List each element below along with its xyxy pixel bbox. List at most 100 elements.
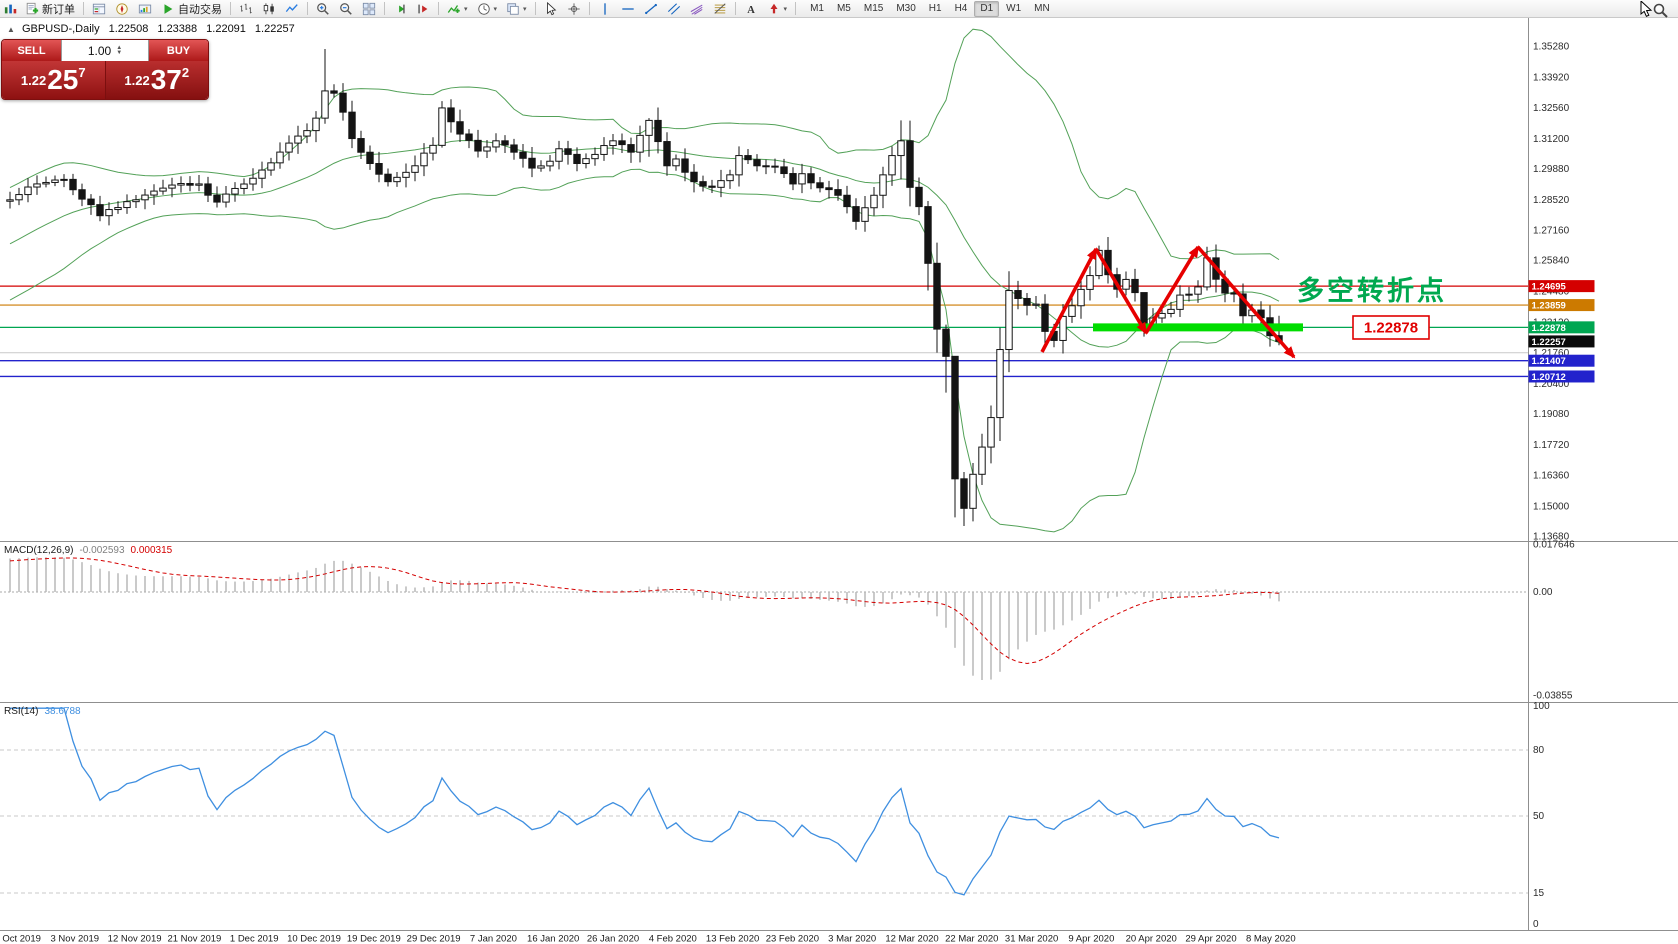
sell-button[interactable]: SELL xyxy=(2,40,61,61)
date-label: 21 Nov 2019 xyxy=(167,934,221,944)
price-tick-label: 1.27160 xyxy=(1533,226,1570,237)
chart-title: GBPUSD-,Daily 1.22508 1.23388 1.22091 1.… xyxy=(22,23,295,35)
new-order-button[interactable]: 新订单 xyxy=(21,1,79,17)
price-scale[interactable]: 1.35280 1.33920 1.32560 1.31200 1.29880 1.285… xyxy=(1528,42,1595,931)
ohlc-high: 1.23388 xyxy=(157,23,198,35)
lot-value: 1.00 xyxy=(87,43,112,58)
price-tick-label: 1.35280 xyxy=(1533,42,1570,53)
timeframe-m1[interactable]: M1 xyxy=(804,1,830,17)
zoom-out-button[interactable] xyxy=(335,1,357,17)
time-axis[interactable]: 24 Oct 2019 3 Nov 2019 12 Nov 2019 21 Nov 2… xyxy=(0,934,1296,944)
fibonacci-icon xyxy=(714,2,726,14)
price-tick-label: 1.25840 xyxy=(1533,256,1570,267)
equidistant-channel-button[interactable] xyxy=(663,1,685,17)
main-chart-panel[interactable]: 1.22878 多空转折点 xyxy=(0,28,1528,533)
price-tick-label: 1.13680 xyxy=(1533,531,1570,542)
lot-spinner[interactable]: ▲ ▼ xyxy=(116,44,123,56)
price-scale-tag-text: 1.23859 xyxy=(1532,301,1566,312)
buy-price[interactable]: 1.22 37 2 xyxy=(105,61,208,99)
vertical-line-button[interactable] xyxy=(594,1,616,17)
autotrading-button[interactable]: 自动交易 xyxy=(157,1,226,17)
rsi-panel[interactable] xyxy=(0,707,1528,896)
rsi-scale-label: 15 xyxy=(1533,888,1545,899)
date-label: 8 May 2020 xyxy=(1246,934,1296,944)
andrews-pitchfork-button[interactable] xyxy=(686,1,708,17)
terminal-button[interactable] xyxy=(134,1,156,17)
candles xyxy=(6,48,1283,527)
trend-arrows[interactable] xyxy=(1040,245,1296,359)
rsi-line xyxy=(10,707,1280,896)
sell-price[interactable]: 1.22 25 7 xyxy=(2,61,106,99)
macd-scale-label: 0.00 xyxy=(1533,587,1553,598)
price-callout-box[interactable] xyxy=(1352,315,1430,340)
auto-scroll-icon xyxy=(399,4,405,13)
timeframe-h4[interactable]: H4 xyxy=(949,1,974,17)
toolbar-separator xyxy=(534,2,536,15)
date-label: 20 Apr 2020 xyxy=(1126,934,1177,944)
lot-down-icon[interactable]: ▼ xyxy=(116,49,123,56)
price-tick-label: 1.29880 xyxy=(1533,164,1570,175)
date-label: 22 Mar 2020 xyxy=(945,934,998,944)
dropdown-caret-icon: ▾ xyxy=(783,5,788,13)
periods-button[interactable]: ▾ xyxy=(473,1,502,17)
rsi-scale-label: 50 xyxy=(1533,811,1545,822)
price-scale-tag-text: 1.24695 xyxy=(1532,282,1567,293)
indicators-button[interactable]: ▾ xyxy=(443,1,472,17)
timeframe-w1[interactable]: W1 xyxy=(1000,1,1027,17)
sell-price-point: 7 xyxy=(78,65,86,80)
horizontal-line-button[interactable] xyxy=(617,1,639,17)
date-label: 12 Nov 2019 xyxy=(108,934,162,944)
macd-panel[interactable] xyxy=(0,557,1528,680)
zoom-in-button[interactable] xyxy=(312,1,334,17)
timeframe-m30[interactable]: M30 xyxy=(890,1,921,17)
cursor-button[interactable] xyxy=(540,1,562,17)
one-click-trading-panel: SELL 1.00 ▲ ▼ BUY 1.22 25 7 1.22 37 2 xyxy=(1,39,209,100)
bar-chart-button[interactable] xyxy=(235,1,257,17)
arrows-icon xyxy=(770,3,778,13)
lot-size-input[interactable]: 1.00 ▲ ▼ xyxy=(61,40,149,61)
timeframe-m5[interactable]: M5 xyxy=(831,1,857,17)
panel-frame: MACD(12,26,9) -0.002593 0.000315 RSI(14) 38.… xyxy=(0,18,1678,931)
chart-shift-button[interactable] xyxy=(412,1,434,17)
toolbar-separator xyxy=(83,2,84,15)
rsi-scale-label: 0 xyxy=(1533,919,1539,930)
fibonacci-button[interactable] xyxy=(709,1,731,17)
timeframe-m15[interactable]: M15 xyxy=(858,1,889,17)
timeframe-mn[interactable]: MN xyxy=(1028,1,1056,17)
timeframe-d1[interactable]: D1 xyxy=(974,0,1000,17)
line-chart-button[interactable] xyxy=(281,1,303,17)
svg-text:A: A xyxy=(747,4,755,15)
price-scale-tag xyxy=(1528,335,1595,348)
buy-button[interactable]: BUY xyxy=(149,40,208,61)
one-click-collapse-icon[interactable]: ▲ xyxy=(7,25,15,34)
lot-up-icon[interactable]: ▲ xyxy=(116,44,123,51)
price-scale-tag-text: 1.22878 xyxy=(1532,323,1566,334)
annotation-text[interactable]: 多空转折点 xyxy=(1297,275,1447,306)
line-chart-icon xyxy=(285,3,298,12)
market-watch-button[interactable] xyxy=(88,1,110,17)
crosshair-button[interactable] xyxy=(563,1,585,17)
macd-signal-line xyxy=(9,557,1280,664)
templates-icon xyxy=(507,2,519,15)
auto-scroll-button[interactable] xyxy=(389,1,411,17)
toolbar-separator xyxy=(230,2,231,15)
autotrading-label: 自动交易 xyxy=(178,3,222,16)
mouse-cursor xyxy=(1640,0,1674,26)
candlestick-chart-button[interactable] xyxy=(258,1,280,17)
toolbar-separator xyxy=(734,2,736,15)
timeframe-h1[interactable]: H1 xyxy=(923,1,948,17)
tile-windows-button[interactable] xyxy=(358,1,380,17)
toolbar-separator xyxy=(384,2,385,15)
trendline-icon xyxy=(644,3,657,14)
ohlc-open: 1.22508 xyxy=(108,23,149,35)
toolbar-separator xyxy=(307,2,308,15)
trendline-button[interactable] xyxy=(640,1,662,17)
timeframe-toolbar: M1 M5 M15 M30 H1 H4 D1 W1 MN xyxy=(804,0,1056,17)
price-tick-label: 1.20400 xyxy=(1533,379,1570,390)
templates-button[interactable]: ▾ xyxy=(502,1,531,17)
text-button[interactable]: A xyxy=(740,1,762,17)
date-label: 1 Dec 2019 xyxy=(230,934,279,944)
navigator-button[interactable] xyxy=(111,1,133,17)
arrows-button[interactable]: ▾ xyxy=(763,1,792,17)
